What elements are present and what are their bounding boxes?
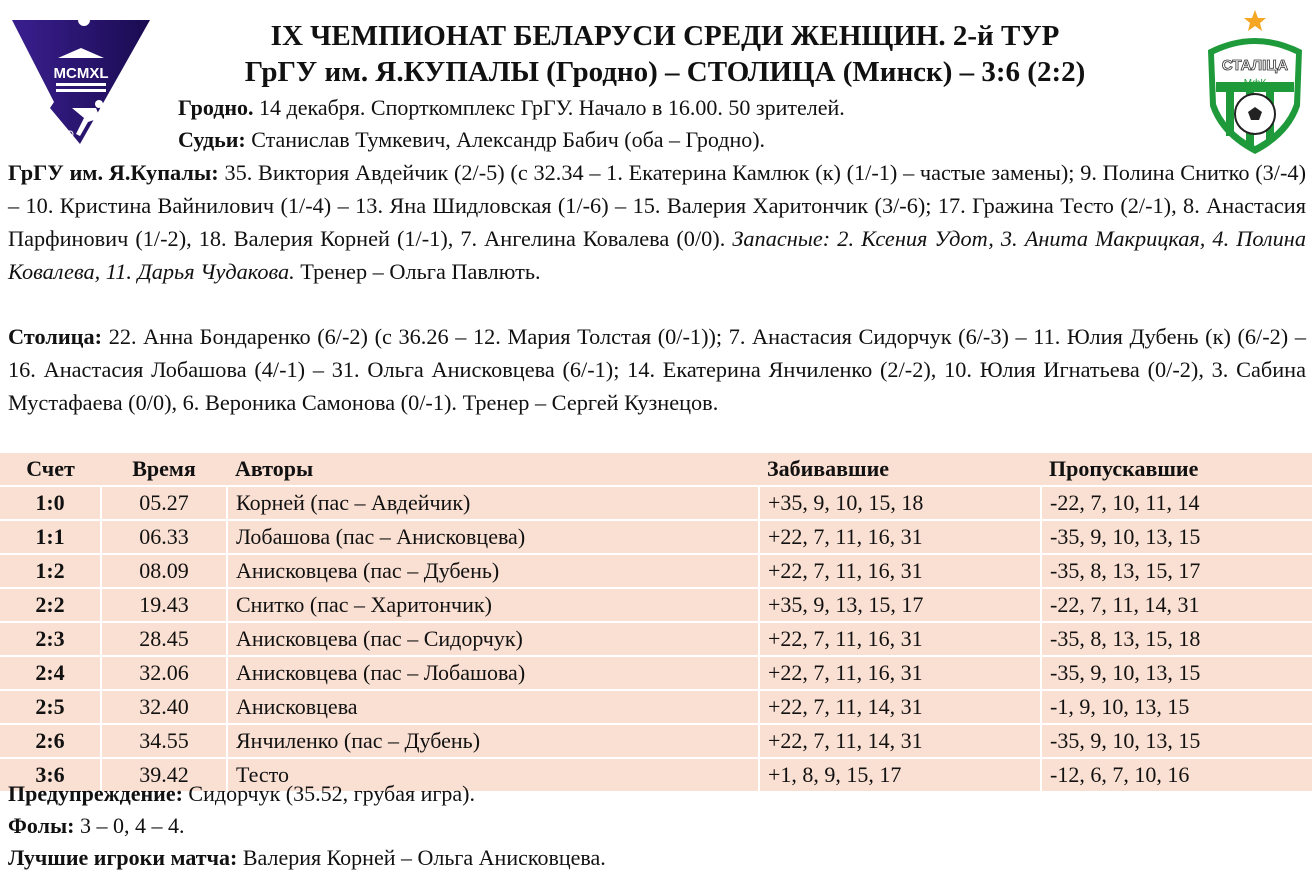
referees-label: Судьи:	[178, 127, 246, 152]
goals-table: Счет Время Авторы Забивавшие Пропускавши…	[0, 453, 1312, 791]
best-label: Лучшие игроки матча:	[8, 845, 238, 870]
time-cell: 06.33	[100, 519, 227, 554]
team-label: ГрГУ им. Я.Купалы:	[8, 160, 219, 185]
venue-line: Гродно. 14 декабря. Спорткомплекс ГрГУ. …	[178, 92, 845, 124]
score-cell: 1:2	[0, 553, 101, 588]
authors-cell: Анисковцева (пас – Дубень)	[226, 553, 759, 588]
lineup-text: 22. Анна Бондаренко (6/-2) (с 36.26 – 12…	[8, 324, 1306, 415]
coach-text: Тренер – Ольга Павлють.	[294, 259, 541, 284]
on-court-cell: +22, 7, 11, 14, 31	[758, 723, 1041, 758]
table-row: 1:1 06.33 Лобашова (пас – Анисковцева) +22,…	[0, 519, 1312, 554]
authors-cell: Лобашова (пас – Анисковцева)	[226, 519, 759, 554]
fouls-line: Фолы: 3 – 0, 4 – 4.	[8, 810, 184, 842]
conceding-cell: -35, 8, 13, 15, 18	[1040, 621, 1312, 656]
referees-line: Судьи: Станислав Тумкевич, Александр Баб…	[178, 124, 765, 156]
best-text: Валерия Корней – Ольга Анисковцева.	[237, 845, 606, 870]
svg-text:СТАЛIЦА: СТАЛIЦА	[1222, 57, 1288, 74]
on-court-cell: +35, 9, 13, 15, 17	[758, 587, 1041, 622]
on-court-cell: +1, 8, 9, 15, 17	[758, 757, 1041, 791]
on-court-cell: +35, 9, 10, 15, 18	[758, 485, 1041, 520]
svg-text:МфК: МфК	[1244, 77, 1267, 89]
time-cell: 39.42	[100, 757, 227, 791]
championship-title: IX ЧЕМПИОНАТ БЕЛАРУСИ СРЕДИ ЖЕНЩИН. 2-й …	[270, 20, 1060, 52]
venue-label: Гродно.	[178, 95, 254, 120]
conceding-cell: -35, 9, 10, 13, 15	[1040, 655, 1312, 690]
authors-cell: Анисковцева (пас – Сидорчук)	[226, 621, 759, 656]
authors-cell: Янчиленко (пас – Дубень)	[226, 723, 759, 758]
authors-cell: Анисковцева	[226, 689, 759, 724]
on-court-cell: +22, 7, 11, 16, 31	[758, 621, 1041, 656]
conceding-cell: -12, 6, 7, 10, 16	[1040, 757, 1312, 791]
warning-label: Предупреждение:	[8, 781, 183, 806]
warning-line: Предупреждение: Сидорчук (35.52, грубая …	[8, 778, 475, 810]
column-header: Счет	[0, 453, 101, 486]
column-header: Авторы	[227, 453, 759, 486]
authors-cell: Корней (пас – Авдейчик)	[226, 485, 759, 520]
score-cell: 2:3	[0, 621, 101, 656]
table-header-row: Счет Время Авторы Забивавшие Пропускавши…	[0, 453, 1312, 486]
time-cell: 32.40	[100, 689, 227, 724]
mcmxl-logo: MCMXL	[12, 20, 150, 144]
coach-text: Тренер – Сергей Кузнецов.	[457, 390, 719, 415]
lineup-text: 35. Виктория Авдейчик (2/-5) (с 32.34 – …	[8, 160, 1306, 251]
column-header: Забивавшие	[759, 453, 1041, 486]
on-court-cell: +22, 7, 11, 16, 31	[758, 553, 1041, 588]
conceding-cell: -22, 7, 10, 11, 14	[1040, 485, 1312, 520]
score-cell: 2:2	[0, 587, 101, 622]
score-cell: 1:1	[0, 519, 101, 554]
table-row: 3:6 39.42 Тесто +1, 8, 9, 15, 17 -12, 6, 7, …	[0, 757, 1312, 791]
fouls-label: Фолы:	[8, 813, 75, 838]
score-cell: 2:4	[0, 655, 101, 690]
conceding-cell: -1, 9, 10, 13, 15	[1040, 689, 1312, 724]
substitutes-text: Запасные: 2. Ксения Удот, 3. Анита Макри…	[8, 226, 1306, 284]
table-row: 2:4 32.06 Анисковцева (пас – Лобашова) +22,…	[0, 655, 1312, 690]
referees-text: Станислав Тумкевич, Александр Бабич (оба…	[245, 127, 766, 152]
table-row: 2:5 32.40 Анисковцева +22, 7, 11, 14, 31 -1,…	[0, 689, 1312, 724]
time-cell: 08.09	[100, 553, 227, 588]
time-cell: 28.45	[100, 621, 227, 656]
table-row: 1:0 05.27 Корней (пас – Авдейчик) +35, 9, 1…	[0, 485, 1312, 520]
warning-text: Сидорчук (35.52, грубая игра).	[182, 781, 476, 806]
time-cell: 34.55	[100, 723, 227, 758]
column-header: Время	[101, 453, 227, 486]
authors-cell: Снитко (пас – Харитончик)	[226, 587, 759, 622]
authors-cell: Анисковцева (пас – Лобашова)	[226, 655, 759, 690]
time-cell: 19.43	[100, 587, 227, 622]
best-players-line: Лучшие игроки матча: Валерия Корней – Ол…	[8, 842, 606, 874]
home-team-lineup: ГрГУ им. Я.Купалы: 35. Виктория Авдейчик…	[8, 156, 1306, 288]
on-court-cell: +22, 7, 11, 16, 31	[758, 519, 1041, 554]
fouls-text: 3 – 0, 4 – 4.	[74, 813, 185, 838]
table-row: 2:2 19.43 Снитко (пас – Харитончик) +35, 9,…	[0, 587, 1312, 622]
svg-text:MCMXL: MCMXL	[54, 65, 109, 82]
table-row: 2:3 28.45 Анисковцева (пас – Сидорчук) +22,…	[0, 621, 1312, 656]
conceding-cell: -35, 8, 13, 15, 17	[1040, 553, 1312, 588]
conceding-cell: -35, 9, 10, 13, 15	[1040, 723, 1312, 758]
team-label: Столица:	[8, 324, 103, 349]
authors-cell: Тесто	[226, 757, 759, 791]
table-row: 2:6 34.55 Янчиленко (пас – Дубень) +22, 7, …	[0, 723, 1312, 758]
stalitsa-logo: СТАЛIЦА МфК	[1208, 10, 1302, 154]
column-header: Пропускавшие	[1041, 453, 1312, 486]
score-cell: 3:6	[0, 757, 101, 791]
conceding-cell: -35, 9, 10, 13, 15	[1040, 519, 1312, 554]
time-cell: 05.27	[100, 485, 227, 520]
on-court-cell: +22, 7, 11, 14, 31	[758, 689, 1041, 724]
on-court-cell: +22, 7, 11, 16, 31	[758, 655, 1041, 690]
score-cell: 2:5	[0, 689, 101, 724]
away-team-lineup: Столица: 22. Анна Бондаренко (6/-2) (с 3…	[8, 320, 1306, 419]
score-cell: 1:0	[0, 485, 101, 520]
table-row: 1:2 08.09 Анисковцева (пас – Дубень) +22, 7…	[0, 553, 1312, 588]
conceding-cell: -22, 7, 11, 14, 31	[1040, 587, 1312, 622]
match-title: ГрГУ им. Я.КУПАЛЫ (Гродно) – СТОЛИЦА (Ми…	[244, 56, 1086, 88]
score-cell: 2:6	[0, 723, 101, 758]
time-cell: 32.06	[100, 655, 227, 690]
venue-text: 14 декабря. Спорткомплекс ГрГУ. Начало в…	[253, 95, 845, 120]
